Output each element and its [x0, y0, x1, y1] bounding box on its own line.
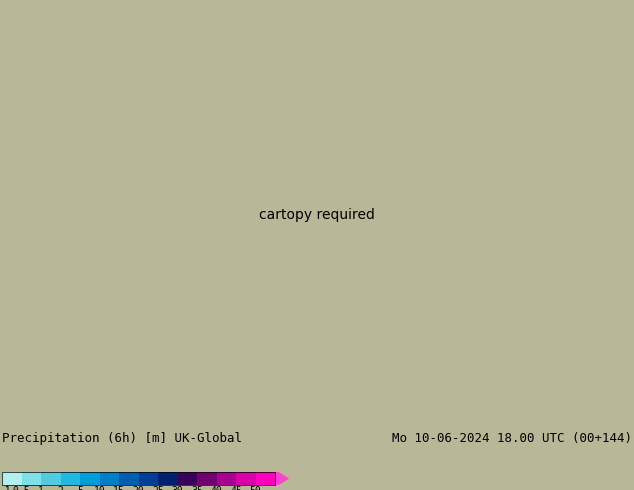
- Text: 45: 45: [230, 486, 242, 490]
- Bar: [119, 472, 138, 485]
- Text: 1: 1: [38, 486, 44, 490]
- Text: 5: 5: [77, 486, 83, 490]
- Text: 15: 15: [113, 486, 125, 490]
- Bar: [60, 472, 80, 485]
- Text: cartopy required: cartopy required: [259, 208, 375, 222]
- Bar: [22, 472, 41, 485]
- Text: 25: 25: [152, 486, 164, 490]
- Bar: [256, 472, 275, 485]
- Bar: [2, 472, 275, 485]
- Text: 30: 30: [172, 486, 183, 490]
- Text: Precipitation (6h) [m] UK-Global: Precipitation (6h) [m] UK-Global: [2, 432, 242, 445]
- Bar: [236, 472, 256, 485]
- Text: 35: 35: [191, 486, 203, 490]
- Text: 10: 10: [94, 486, 105, 490]
- Text: 50: 50: [250, 486, 261, 490]
- Bar: [178, 472, 197, 485]
- Text: Mo 10-06-2024 18.00 UTC (00+144): Mo 10-06-2024 18.00 UTC (00+144): [392, 432, 632, 445]
- Bar: [158, 472, 178, 485]
- Bar: [100, 472, 119, 485]
- Bar: [197, 472, 216, 485]
- Text: 0.1: 0.1: [0, 486, 11, 490]
- Bar: [80, 472, 100, 485]
- Text: 40: 40: [210, 486, 223, 490]
- Text: 2: 2: [58, 486, 63, 490]
- Text: 0.5: 0.5: [13, 486, 30, 490]
- Bar: [138, 472, 158, 485]
- FancyArrow shape: [275, 472, 289, 485]
- Bar: [2, 472, 22, 485]
- Bar: [216, 472, 236, 485]
- Text: 20: 20: [133, 486, 145, 490]
- Bar: [41, 472, 60, 485]
